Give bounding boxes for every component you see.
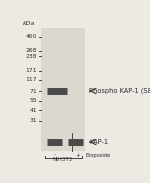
Text: 31: 31: [30, 118, 37, 123]
Text: 55: 55: [30, 98, 37, 103]
Text: 238: 238: [26, 54, 37, 59]
Text: 117: 117: [26, 77, 37, 82]
Text: NIH3T3: NIH3T3: [53, 157, 73, 162]
Text: 71: 71: [30, 89, 37, 94]
Text: Etoposide: Etoposide: [85, 153, 110, 158]
Text: 460: 460: [26, 34, 37, 39]
Text: 268: 268: [26, 48, 37, 53]
Text: 41: 41: [30, 108, 37, 113]
Text: +: +: [76, 153, 80, 158]
Text: 171: 171: [26, 68, 37, 73]
Text: kDa: kDa: [23, 21, 35, 26]
Text: Phospho KAP-1 (S824): Phospho KAP-1 (S824): [89, 88, 150, 94]
Text: KAP-1: KAP-1: [89, 139, 108, 145]
Text: -: -: [54, 153, 56, 158]
Bar: [41, 28, 85, 151]
